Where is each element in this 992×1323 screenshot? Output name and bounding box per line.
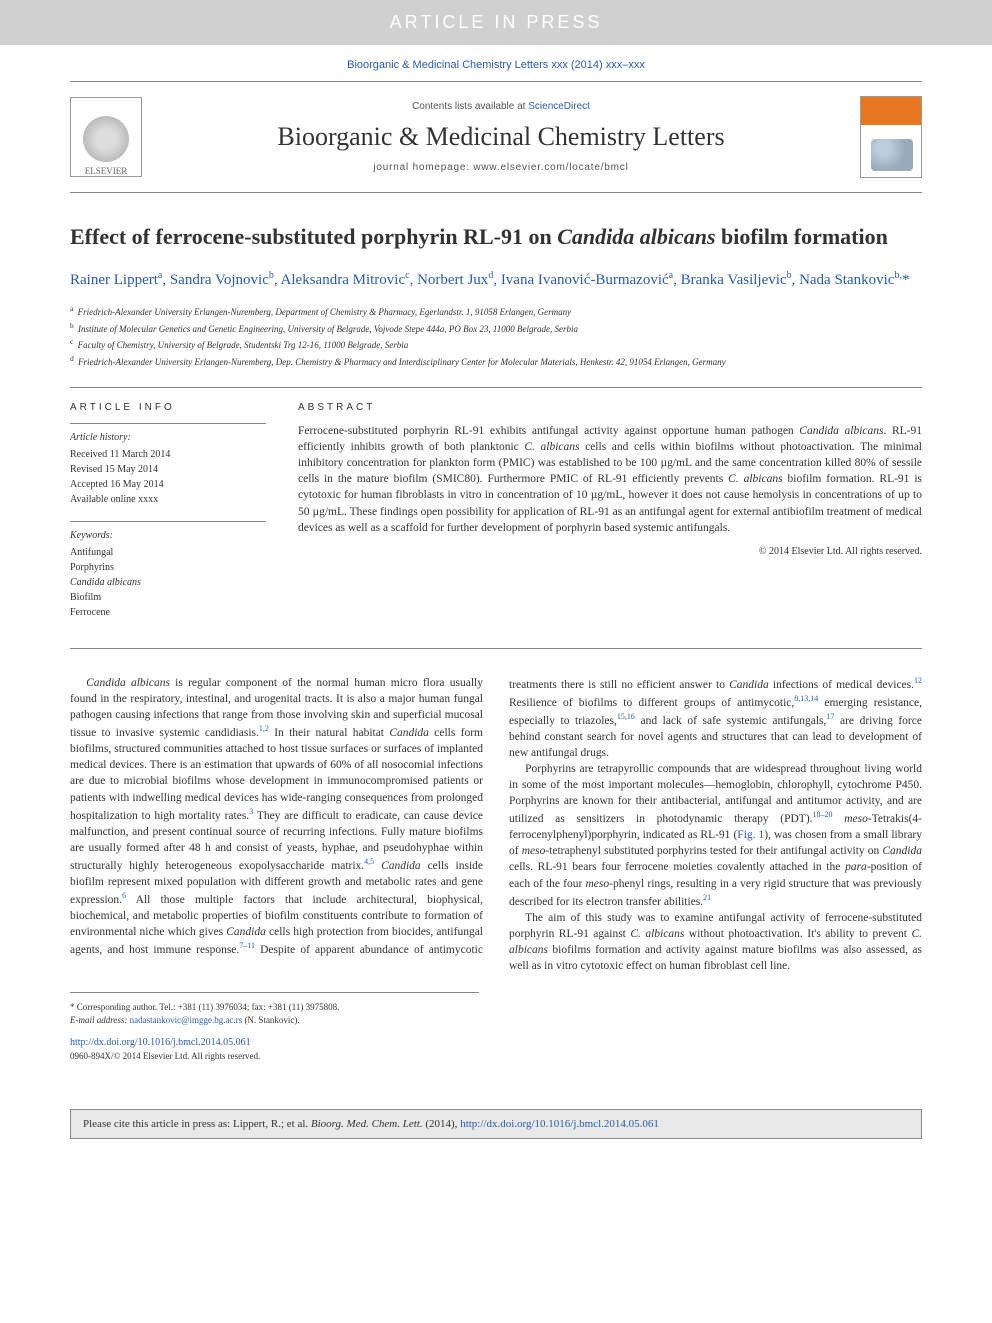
sciencedirect-link[interactable]: ScienceDirect: [528, 101, 590, 112]
corr-author-line: * Corresponding author. Tel.: +381 (11) …: [70, 1001, 479, 1014]
cite-journal-abbrev: Bioorg. Med. Chem. Lett.: [311, 1118, 423, 1130]
affiliation-line: a Friedrich-Alexander University Erlange…: [70, 303, 922, 320]
title-post: biofilm formation: [716, 224, 888, 249]
history-line: Revised 15 May 2014: [70, 462, 266, 477]
history-line: Accepted 16 May 2014: [70, 477, 266, 492]
journal-header: ELSEVIER Contents lists available at Sci…: [70, 81, 922, 193]
contents-lists-line: Contents lists available at ScienceDirec…: [160, 101, 842, 112]
corresponding-author-footer: * Corresponding author. Tel.: +381 (11) …: [70, 992, 479, 1063]
history-label: Article history:: [70, 430, 266, 445]
keywords-label: Keywords:: [70, 528, 266, 543]
article-in-press-banner: ARTICLE IN PRESS: [0, 0, 992, 45]
article-info-heading: ARTICLE INFO: [70, 402, 266, 413]
affiliation-line: d Friedrich-Alexander University Erlange…: [70, 353, 922, 370]
elsevier-tree-icon: [83, 116, 129, 162]
abstract-text: Ferrocene-substituted porphyrin RL-91 ex…: [298, 423, 922, 536]
corr-email-link[interactable]: nadastankovic@imgge.bg.ac.rs: [130, 1015, 243, 1025]
doi-link[interactable]: http://dx.doi.org/10.1016/j.bmcl.2014.05…: [70, 1037, 251, 1048]
page: ARTICLE IN PRESS Bioorganic & Medicinal …: [0, 0, 992, 1323]
keywords-block: Keywords: AntifungalPorphyrinsCandida al…: [70, 521, 266, 620]
issn-copyright-line: 0960-894X/© 2014 Elsevier Ltd. All right…: [70, 1050, 479, 1063]
keyword-item: Antifungal: [70, 545, 266, 560]
email-line: E-mail address: nadastankovic@imgge.bg.a…: [70, 1014, 479, 1027]
journal-homepage-line: journal homepage: www.elsevier.com/locat…: [160, 162, 842, 173]
affiliation-line: b Institute of Molecular Genetics and Ge…: [70, 320, 922, 337]
history-line: Available online xxxx: [70, 492, 266, 507]
title-pre: Effect of ferrocene-substituted porphyri…: [70, 224, 557, 249]
info-and-abstract: ARTICLE INFO Article history: Received 1…: [70, 387, 922, 649]
doi-line: http://dx.doi.org/10.1016/j.bmcl.2014.05…: [70, 1036, 479, 1050]
body-paragraph: Porphyrins are tetrapyrollic compounds t…: [509, 761, 922, 910]
title-species: Candida albicans: [557, 224, 715, 249]
journal-header-center: Contents lists available at ScienceDirec…: [160, 101, 842, 173]
contents-prefix: Contents lists available at: [412, 101, 528, 112]
authors-list: Rainer Lipperta, Sandra Vojnovicb, Aleks…: [70, 268, 922, 292]
please-cite-box: Please cite this article in press as: Li…: [70, 1109, 922, 1139]
affiliations: a Friedrich-Alexander University Erlange…: [70, 303, 922, 369]
keyword-item: Porphyrins: [70, 560, 266, 575]
cite-doi-link[interactable]: http://dx.doi.org/10.1016/j.bmcl.2014.05…: [460, 1118, 659, 1130]
banner-text: ARTICLE IN PRESS: [390, 12, 603, 32]
homepage-prefix: journal homepage:: [373, 162, 473, 173]
article-title: Effect of ferrocene-substituted porphyri…: [70, 223, 922, 252]
elsevier-logo: ELSEVIER: [70, 97, 142, 177]
body-paragraph: The aim of this study was to examine ant…: [509, 910, 922, 974]
email-label: E-mail address:: [70, 1015, 130, 1025]
body-text: Candida albicans is regular component of…: [70, 675, 922, 974]
abstract-heading: ABSTRACT: [298, 402, 922, 413]
elsevier-label: ELSEVIER: [85, 166, 128, 176]
affiliation-line: c Faculty of Chemistry, University of Be…: [70, 336, 922, 353]
journal-citation-top: Bioorganic & Medicinal Chemistry Letters…: [0, 45, 992, 81]
keyword-item: Candida albicans: [70, 575, 266, 590]
email-suffix: (N. Stankovic).: [242, 1015, 300, 1025]
journal-cover-thumbnail: [860, 96, 922, 178]
article-history: Article history: Received 11 March 2014R…: [70, 423, 266, 507]
homepage-url: www.elsevier.com/locate/bmcl: [473, 162, 628, 173]
keyword-item: Ferrocene: [70, 605, 266, 620]
cite-prefix: Please cite this article in press as: Li…: [83, 1118, 311, 1130]
abstract-copyright: © 2014 Elsevier Ltd. All rights reserved…: [298, 546, 922, 557]
journal-name: Bioorganic & Medicinal Chemistry Letters: [160, 122, 842, 152]
history-line: Received 11 March 2014: [70, 447, 266, 462]
cite-mid: (2014),: [423, 1118, 461, 1130]
article-main: Effect of ferrocene-substituted porphyri…: [0, 193, 992, 1083]
abstract: ABSTRACT Ferrocene-substituted porphyrin…: [280, 388, 922, 648]
article-info: ARTICLE INFO Article history: Received 1…: [70, 388, 280, 648]
keyword-item: Biofilm: [70, 590, 266, 605]
